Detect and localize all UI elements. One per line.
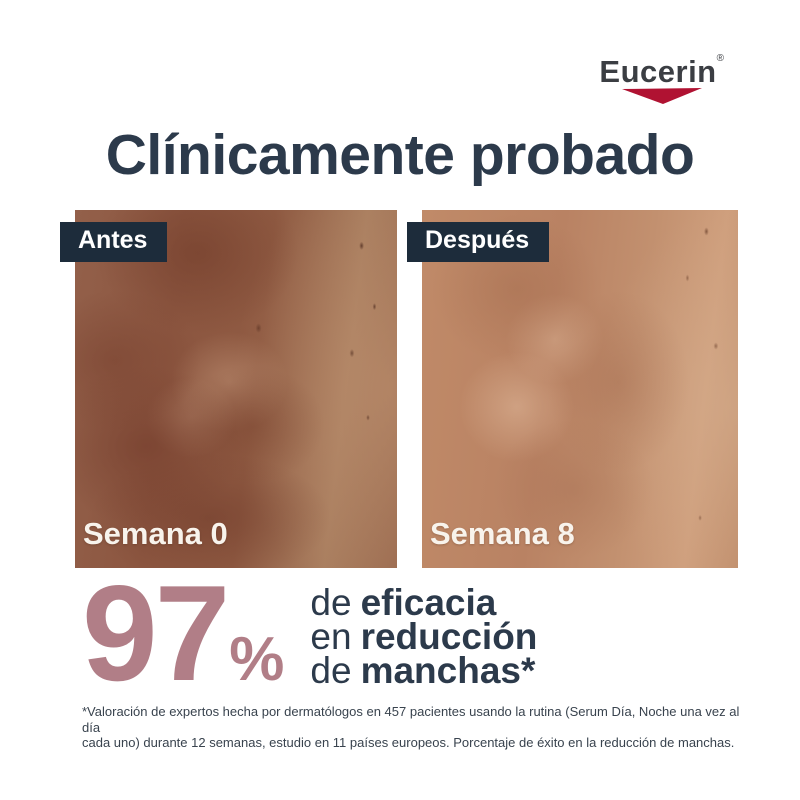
stat-line-keyword: reducción: [360, 615, 538, 657]
stat-line-keyword: eficacia: [360, 581, 497, 623]
page-title: Clínicamente probado: [105, 123, 695, 187]
stat-value: 97: [82, 557, 230, 709]
before-caption: Semana 0: [83, 516, 228, 551]
after-tag: Después: [407, 222, 550, 262]
registered-trademark-symbol: ®: [716, 53, 724, 64]
stat-line: de eficacia: [310, 584, 537, 621]
disclaimer-line-2: cada uno) durante 12 semanas, estudio en…: [82, 735, 735, 750]
stat-line-keyword: manchas*: [360, 649, 536, 691]
after-caption: Semana 8: [430, 516, 575, 551]
stat-description: de eficacia en reducción de manchas*: [310, 580, 537, 689]
stat-line: de manchas*: [310, 652, 537, 689]
before-photo: Antes Semana 0: [60, 210, 397, 568]
brand-chevron-icon: [621, 88, 702, 104]
stat-line-prefix: de: [310, 581, 352, 623]
stat-line: en reducción: [310, 618, 537, 655]
stat-percent-sign: %: [229, 625, 285, 694]
disclaimer-text: *Valoración de expertos hecha por dermat…: [82, 704, 742, 751]
stat-line-prefix: en: [310, 615, 352, 657]
stat-number: 97%: [82, 565, 284, 701]
before-tag: Antes: [60, 222, 168, 262]
brand-name: Eucerin: [599, 54, 717, 89]
after-photo: Después Semana 8: [407, 210, 738, 568]
disclaimer-line-1: *Valoración de expertos hecha por dermat…: [82, 704, 740, 735]
brand-logo: Eucerin®: [599, 53, 724, 104]
efficacy-stat: 97% de eficacia en reducción de manchas*: [82, 565, 537, 701]
stat-line-prefix: de: [310, 649, 352, 691]
